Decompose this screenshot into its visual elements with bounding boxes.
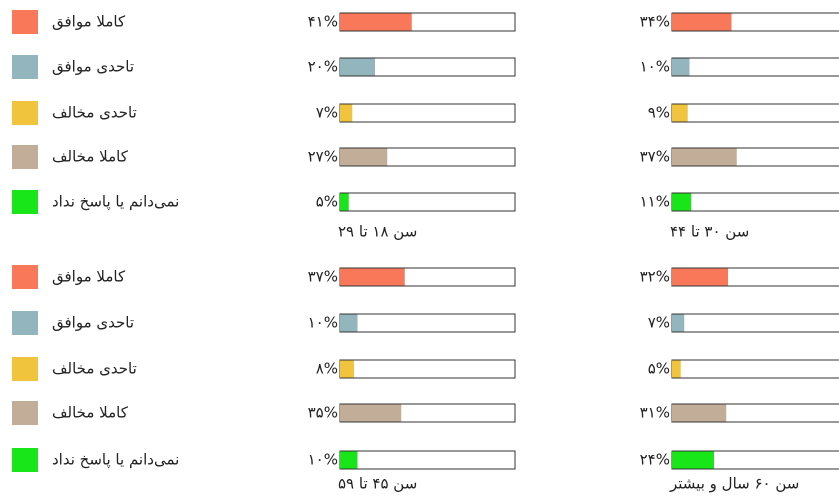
legend-label: تاحدی موافق (52, 314, 134, 332)
bar (672, 58, 690, 76)
bar-track (339, 313, 516, 333)
value-label: ۳۷% (640, 148, 670, 166)
panel-title: سن ۳۰ تا ۴۴ (670, 223, 749, 241)
value-label: ۱۰% (308, 451, 338, 469)
bar-track (339, 450, 516, 470)
value-label: ۲۷% (308, 148, 338, 166)
value-label: ۳۷% (308, 268, 338, 286)
panel-title: سن ۴۵ تا ۵۹ (338, 475, 417, 493)
bar (340, 13, 412, 31)
value-label: ۵% (648, 360, 670, 378)
legend-swatch (12, 55, 38, 79)
legend-swatch (12, 448, 38, 472)
legend-label: تاحدی موافق (52, 58, 134, 76)
legend-swatch (12, 101, 38, 125)
legend-label: کاملا موافق (52, 13, 126, 31)
bar (672, 13, 732, 31)
legend-label: کاملا موافق (52, 268, 126, 286)
legend-swatch (12, 190, 38, 214)
bar (672, 314, 685, 332)
legend-label: تاحدی مخالف (52, 104, 137, 122)
legend-label: نمی‌دانم یا پاسخ نداد (52, 193, 179, 212)
panel-title: سن ۱۸ تا ۲۹ (338, 223, 417, 241)
legend-label: نمی‌دانم یا پاسخ نداد (52, 451, 179, 470)
value-label: ۳۴% (640, 13, 670, 31)
bar (672, 193, 692, 211)
bar (672, 360, 681, 378)
value-label: ۹% (648, 104, 670, 122)
bar (340, 148, 388, 166)
legend-swatch (12, 401, 38, 425)
legend-swatch (12, 10, 38, 34)
bar-track (671, 192, 839, 212)
bar (672, 268, 728, 286)
bar (340, 360, 354, 378)
value-label: ۳۱% (640, 404, 670, 422)
legend-label: تاحدی مخالف (52, 360, 137, 378)
value-label: ۱۰% (308, 314, 338, 332)
bar (672, 148, 737, 166)
value-label: ۳۵% (308, 404, 338, 422)
bar-track (339, 359, 516, 379)
bar-track (671, 103, 839, 123)
bar (340, 193, 349, 211)
bar (340, 268, 405, 286)
value-label: ۷% (648, 314, 670, 332)
bar (672, 404, 727, 422)
legend-swatch (12, 265, 38, 289)
bar-track (339, 192, 516, 212)
bar-track (671, 359, 839, 379)
bar (340, 104, 353, 122)
legend-swatch (12, 357, 38, 381)
legend-swatch (12, 311, 38, 335)
value-label: ۸% (316, 360, 338, 378)
bar (672, 451, 714, 469)
bar-track (339, 103, 516, 123)
value-label: ۱۰% (640, 58, 670, 76)
panel-title: سن ۶۰ سال و بیشتر (669, 475, 799, 493)
legend-swatch (12, 145, 38, 169)
bar (672, 104, 688, 122)
bar-track (671, 57, 839, 77)
value-label: ۲۴% (640, 451, 670, 469)
bar (340, 58, 375, 76)
value-label: ۵% (316, 193, 338, 211)
bar (340, 451, 358, 469)
value-label: ۳۲% (640, 268, 670, 286)
bar-track (671, 313, 839, 333)
legend-label: کاملا مخالف (52, 404, 129, 422)
value-label: ۷% (316, 104, 338, 122)
value-label: ۱۱% (640, 193, 670, 211)
bar (340, 404, 402, 422)
value-label: ۴۱% (308, 13, 338, 31)
bar (340, 314, 358, 332)
value-label: ۲۰% (308, 58, 338, 76)
legend-label: کاملا مخالف (52, 148, 129, 166)
